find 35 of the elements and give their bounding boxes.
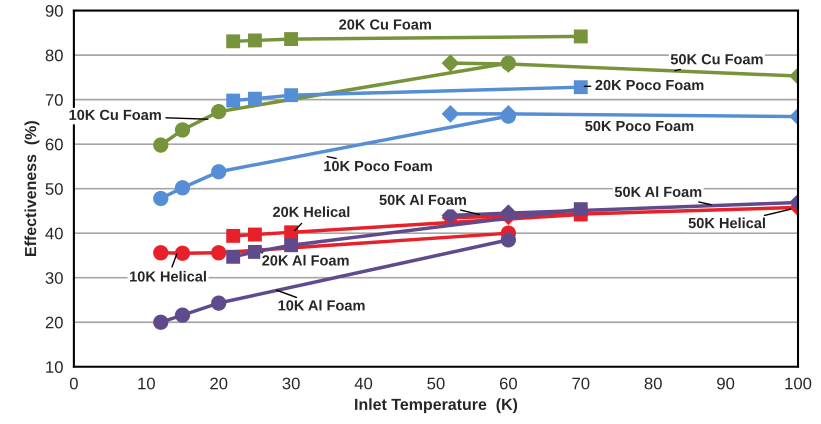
series-label: 10K Cu Foam: [69, 110, 161, 120]
series-label: 20K Cu Foam: [339, 19, 431, 30]
series-label: 50K Al Foam: [614, 186, 702, 198]
x-tick-label: 10: [138, 378, 155, 390]
series-label: 50K Poco Foam: [585, 120, 694, 132]
y-tick-label: 10: [46, 361, 63, 373]
y-tick-label: 40: [45, 228, 63, 240]
y-tick-label: 30: [46, 272, 63, 284]
x-tick-label: 30: [282, 378, 300, 390]
series-label: 20K Helical: [273, 206, 350, 218]
x-tick-label: 40: [354, 378, 372, 390]
series-label: 50K Cu Foam: [670, 54, 763, 64]
series-label: 20K Al Foam: [262, 254, 349, 266]
x-axis-title: Inlet Temperature (K): [355, 398, 518, 414]
series-label: 50K Helical: [688, 218, 765, 228]
y-tick-label: 90: [46, 5, 63, 17]
series-label: 10K Poco Foam: [324, 160, 432, 172]
x-tick-label: 0: [70, 378, 78, 390]
x-tick-label: 90: [717, 378, 734, 390]
x-tick-label: 100: [785, 378, 812, 390]
x-tick-label: 70: [572, 378, 590, 390]
series-label: 20K Poco Foam: [595, 80, 704, 90]
y-axis-title: Effectiveness (%): [24, 121, 40, 256]
y-tick-label: 60: [46, 138, 63, 150]
y-tick-label: 50: [46, 183, 63, 195]
annotation: 50K Al Foam: [379, 194, 466, 206]
x-tick-label: 80: [644, 378, 662, 390]
series-label: 10K Helical: [130, 270, 206, 282]
y-tick-label: 20: [46, 316, 63, 328]
y-tick-label: 80: [46, 50, 63, 62]
series-label: 10K Al Foam: [278, 300, 365, 311]
x-tick-label: 20: [210, 378, 228, 390]
x-tick-label: 60: [500, 378, 517, 390]
y-tick-label: 70: [46, 94, 63, 106]
x-tick-label: 50: [427, 378, 445, 390]
